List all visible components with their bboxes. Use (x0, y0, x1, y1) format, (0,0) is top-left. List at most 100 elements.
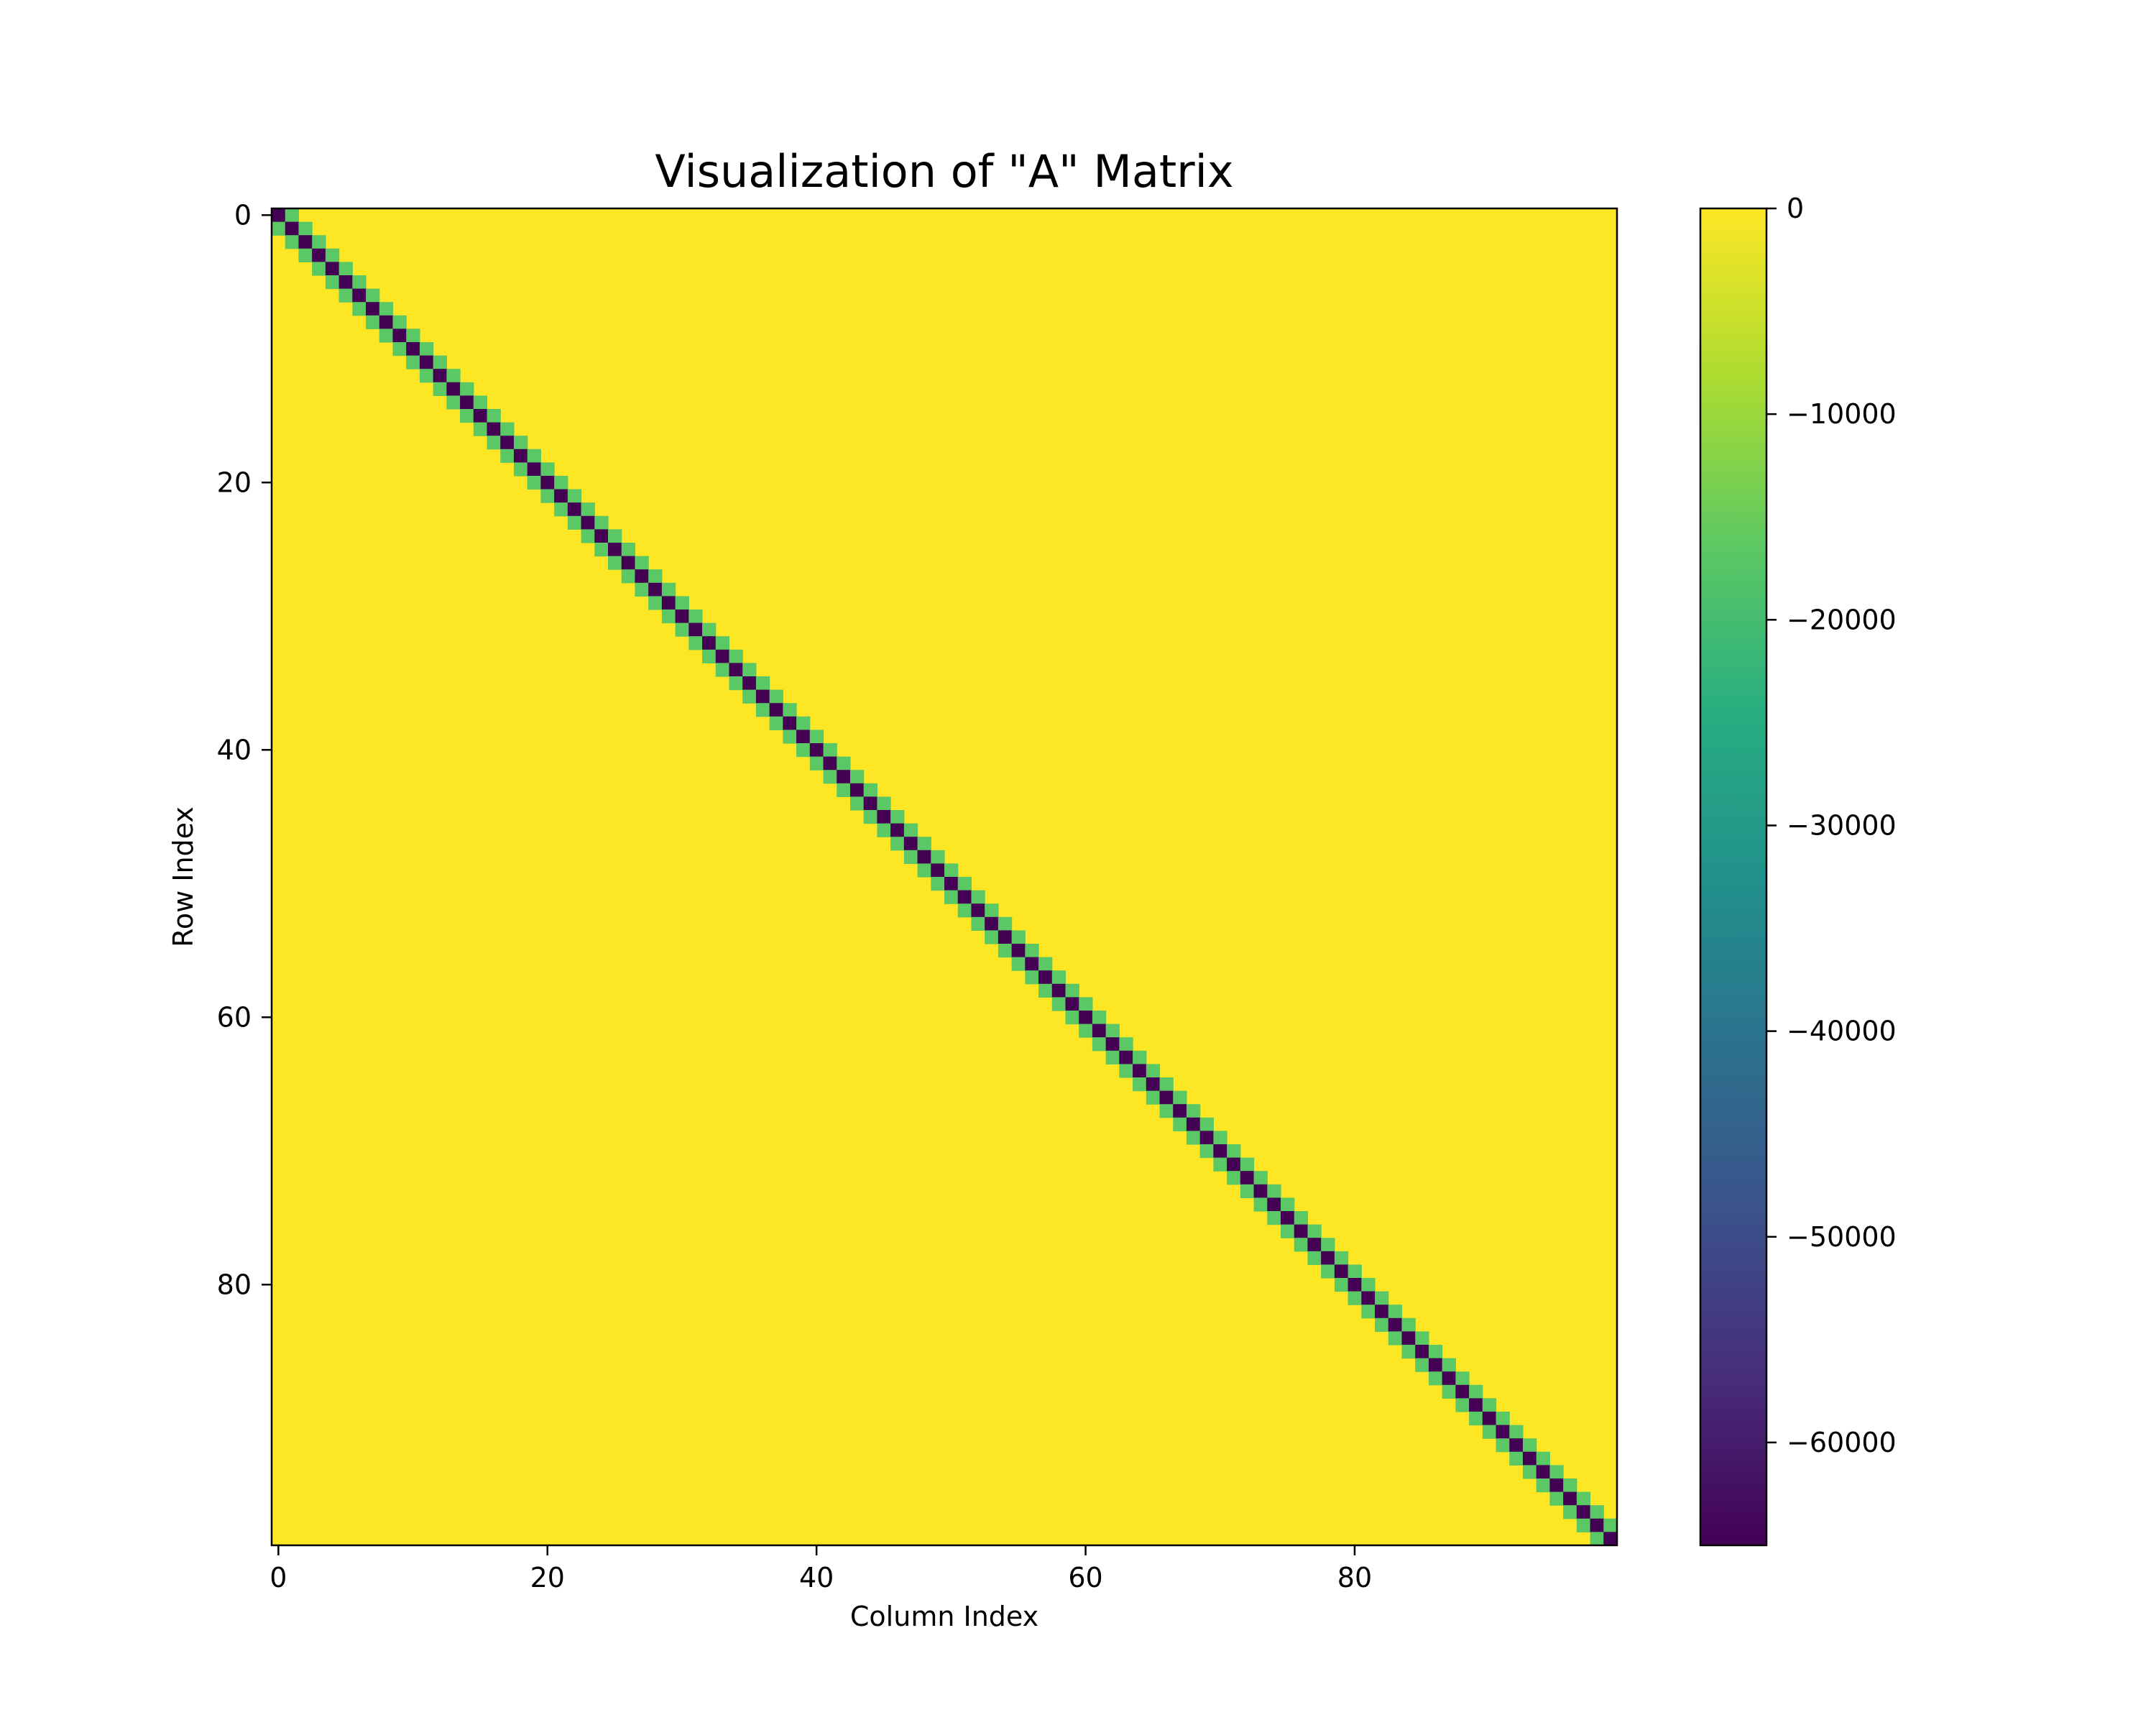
off-diagonal-cell (338, 262, 353, 276)
diagonal-cell (1549, 1478, 1564, 1493)
diagonal-cell (527, 462, 541, 477)
off-diagonal-cell (513, 462, 528, 477)
off-diagonal-cell (1549, 1491, 1564, 1506)
diagonal-cell (487, 422, 501, 436)
diagonal-cell (957, 890, 972, 904)
off-diagonal-cell (931, 850, 945, 864)
off-diagonal-cell (903, 823, 918, 837)
y-tick-label: 40 (217, 734, 252, 765)
diagonal-cell (608, 543, 622, 557)
diagonal-cell (702, 636, 717, 650)
off-diagonal-cell (1590, 1532, 1604, 1546)
diagonal-cell (1469, 1398, 1483, 1412)
off-diagonal-cell (1590, 1505, 1604, 1519)
diagonal-cell (513, 448, 528, 463)
diagonal-cell (379, 315, 394, 329)
diagonal-cell (285, 221, 300, 236)
off-diagonal-cell (1455, 1371, 1470, 1386)
y-axis-ticks: 0 20 40 60 80 (217, 199, 272, 1300)
diagonal-cell (392, 328, 407, 343)
off-diagonal-cell (1294, 1238, 1309, 1252)
diagonal-cell (1576, 1505, 1591, 1519)
off-diagonal-cell (1388, 1331, 1403, 1346)
off-diagonal-cell (379, 302, 394, 316)
off-diagonal-cell (513, 436, 528, 450)
off-diagonal-cell (863, 783, 877, 797)
off-diagonal-cell (944, 890, 959, 904)
diagonal-cell (1025, 957, 1039, 971)
diagonal-cell (1267, 1197, 1281, 1212)
off-diagonal-cell (648, 569, 663, 584)
diagonal-cell (877, 810, 891, 824)
diagonal-cell (1334, 1264, 1349, 1279)
off-diagonal-cell (769, 689, 783, 704)
diagonal-cell (1227, 1157, 1241, 1172)
off-diagonal-cell (1428, 1371, 1443, 1386)
off-diagonal-cell (1065, 1011, 1079, 1025)
colorbar-frame (1699, 207, 1768, 1547)
off-diagonal-cell (1334, 1278, 1349, 1292)
y-tick-label: 80 (217, 1269, 252, 1300)
diagonal-cell (1522, 1451, 1537, 1466)
diagonal-cell (742, 676, 757, 691)
off-diagonal-cell (272, 221, 286, 236)
off-diagonal-cell (1348, 1264, 1362, 1279)
off-diagonal-cell (1267, 1184, 1281, 1198)
y-tick-label: 0 (234, 199, 252, 231)
diagonal-cell (769, 703, 783, 717)
off-diagonal-cell (1375, 1291, 1389, 1305)
off-diagonal-cell (392, 315, 407, 329)
off-diagonal-cell (809, 730, 824, 744)
off-diagonal-cell (1105, 1050, 1120, 1064)
diagonal-cell (809, 743, 824, 758)
off-diagonal-cell (460, 382, 474, 396)
diagonal-cell (1401, 1331, 1416, 1346)
x-tick-label: 40 (799, 1562, 834, 1593)
off-diagonal-cell (419, 369, 434, 383)
off-diagonal-cell (312, 235, 326, 249)
off-diagonal-cell (1146, 1064, 1161, 1078)
off-diagonal-cell (1563, 1505, 1577, 1519)
diagonal-cell (1092, 1024, 1107, 1038)
diagonal-cell (1294, 1224, 1309, 1238)
diagonal-cell (675, 610, 689, 624)
diagonal-cell (1388, 1317, 1403, 1332)
off-diagonal-cell (473, 422, 488, 436)
off-diagonal-cell (1603, 1518, 1618, 1532)
off-diagonal-cell (366, 288, 380, 303)
diagonal-cell (1321, 1251, 1335, 1265)
off-diagonal-cell (1011, 957, 1026, 971)
off-diagonal-cell (1321, 1238, 1335, 1252)
diagonal-cell (1199, 1131, 1214, 1145)
diagonal-cell (729, 663, 743, 677)
chart-title: Visualization of "A" Matrix (655, 145, 1233, 198)
off-diagonal-cell (675, 596, 689, 610)
off-diagonal-cell (1294, 1211, 1309, 1225)
off-diagonal-cell (581, 529, 595, 543)
off-diagonal-cell (285, 235, 300, 249)
diagonal-cell (419, 355, 434, 369)
diagonal-cell (325, 262, 340, 276)
diagonal-cell (1590, 1518, 1604, 1532)
x-tick-label: 80 (1337, 1562, 1372, 1593)
off-diagonal-cell (1173, 1090, 1187, 1105)
off-diagonal-cell (1025, 970, 1039, 985)
off-diagonal-cell (971, 890, 985, 904)
diagonal-cell (1603, 1532, 1618, 1546)
diagonal-cell (1159, 1090, 1174, 1105)
diagonal-cell (1173, 1104, 1187, 1118)
off-diagonal-cell (863, 810, 877, 824)
off-diagonal-cell (1051, 970, 1067, 985)
off-diagonal-cell (352, 275, 367, 290)
off-diagonal-cell (675, 622, 689, 637)
off-diagonal-cell (540, 462, 555, 477)
off-diagonal-cell (1361, 1305, 1376, 1319)
diagonal-cell (783, 716, 797, 730)
off-diagonal-cell (1133, 1077, 1147, 1092)
off-diagonal-cell (917, 863, 931, 878)
off-diagonal-cell (1469, 1384, 1483, 1399)
off-diagonal-cell (1482, 1398, 1497, 1412)
diagonal-cell (272, 208, 286, 223)
off-diagonal-cell (1025, 944, 1039, 958)
